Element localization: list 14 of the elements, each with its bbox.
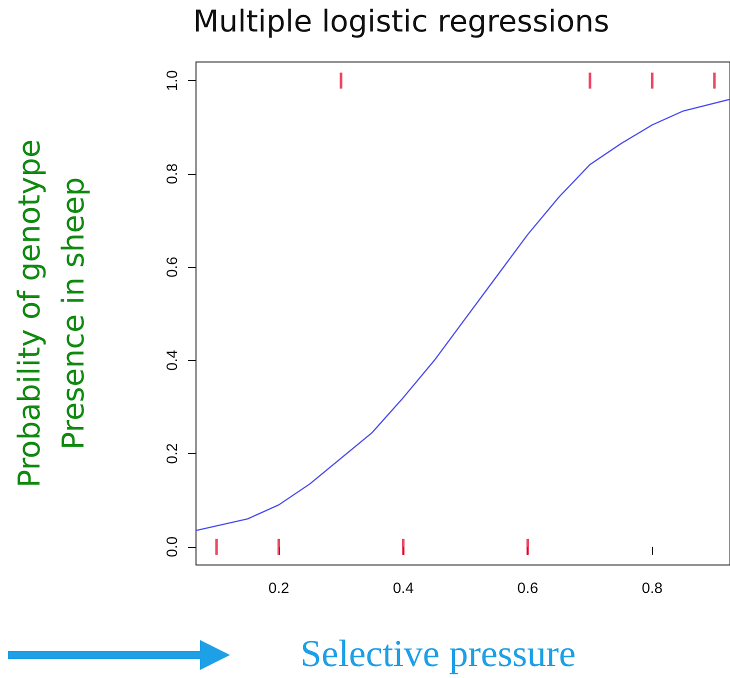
line-series (195, 98, 730, 532)
y-axis-title: Probability of genotype Presence in sheep (12, 139, 92, 488)
y-tick-label: 0.4 (164, 350, 181, 371)
y-tick-label: 0.8 (164, 163, 181, 184)
x-tick-label: 0.2 (268, 580, 290, 597)
x-axis-title: Selective pressure (300, 633, 576, 675)
y-tick-label: 0.6 (164, 256, 181, 278)
y-tick-label: 0.2 (164, 443, 181, 464)
x-tick-label: 0.6 (517, 580, 538, 597)
y-tick-label: 1.0 (164, 70, 181, 92)
x-tick-label: 0.8 (642, 580, 663, 597)
y-tick-label: 0.0 (164, 536, 181, 558)
chart-title: Multiple logistic regressions (193, 4, 610, 40)
x-tick-label: 0.4 (392, 580, 414, 597)
